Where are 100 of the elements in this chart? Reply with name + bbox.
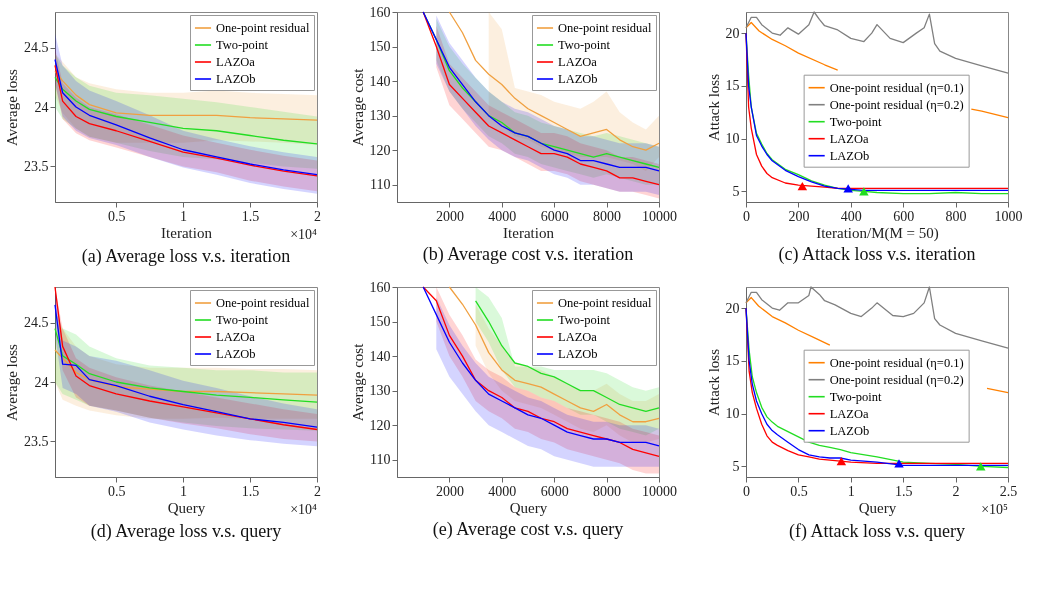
text: (d) Average loss v.s. query bbox=[90, 521, 282, 542]
y-tick-label: 20 bbox=[725, 25, 740, 41]
y-axis-title: Average cost bbox=[349, 67, 366, 147]
y-tick-label: 140 bbox=[369, 348, 391, 364]
line-series bbox=[448, 11, 660, 151]
x-axis-title: Query bbox=[167, 499, 206, 516]
y-axis-title: Attack loss bbox=[705, 73, 722, 142]
legend-label: One-point residual bbox=[216, 296, 310, 310]
y-tick-label: 5 bbox=[732, 183, 740, 199]
legend-label: One-point residual (η=0.1) bbox=[829, 80, 964, 95]
legend-label: Two-point bbox=[558, 38, 611, 52]
legend-label: LAZOa bbox=[829, 131, 869, 146]
y-axis-title: Average loss bbox=[4, 343, 20, 421]
legend-label: Two-point bbox=[558, 313, 611, 327]
x-tick-label: 2.5 bbox=[999, 483, 1018, 499]
y-tick-label: 150 bbox=[369, 314, 391, 330]
x-tick-label: 400 bbox=[840, 208, 862, 224]
line-series bbox=[448, 286, 660, 423]
line-series bbox=[54, 76, 318, 145]
legend-label: LAZOa bbox=[558, 55, 598, 69]
x-tick-label: 2000 bbox=[435, 208, 464, 224]
x-tick-label: 2 bbox=[314, 483, 321, 499]
x-axis-title: Iteration bbox=[161, 224, 213, 241]
x-tick-label: 1 bbox=[180, 208, 188, 224]
legend-label: LAZOb bbox=[558, 72, 598, 86]
y-tick-label: 15 bbox=[725, 78, 740, 94]
x-axis-title: Iteration/M(M = 50) bbox=[816, 224, 939, 242]
x-tick-label: 800 bbox=[945, 208, 967, 224]
x-tick-label: 2 bbox=[952, 483, 960, 499]
x-tick-label: 0.5 bbox=[107, 208, 126, 224]
text: (a) Average loss v.s. iteration bbox=[81, 246, 291, 267]
legend-label: LAZOb bbox=[216, 72, 256, 86]
line-series bbox=[54, 349, 318, 396]
y-tick-label: 120 bbox=[369, 417, 391, 433]
y-tick-label: 160 bbox=[369, 279, 391, 295]
x-tick-label: 1000 bbox=[994, 208, 1023, 224]
y-tick-label: 24 bbox=[34, 374, 49, 390]
line-series bbox=[474, 300, 660, 413]
legend-label: One-point residual (η=0.1) bbox=[829, 355, 964, 370]
y-tick-label: 130 bbox=[369, 108, 391, 124]
text: ×10⁵ bbox=[981, 502, 1009, 517]
legend-label: Two-point bbox=[829, 114, 883, 129]
y-tick-label: 110 bbox=[370, 177, 391, 193]
x-tick-label: 2 bbox=[314, 208, 321, 224]
x-tick-label: 6000 bbox=[540, 208, 569, 224]
x-axis-title: Query bbox=[509, 499, 548, 516]
legend-label: LAZOa bbox=[829, 406, 869, 421]
y-tick-label: 23.5 bbox=[24, 433, 49, 449]
x-tick-label: 2000 bbox=[435, 483, 464, 499]
legend-label: One-point residual bbox=[558, 21, 652, 35]
text: ×10⁴ bbox=[290, 227, 318, 242]
x-tick-label: 0 bbox=[743, 208, 750, 224]
text: (c) Attack loss v.s. iteration bbox=[778, 244, 976, 265]
y-axis-title: Average loss bbox=[4, 68, 20, 146]
text: ×10⁴ bbox=[290, 502, 318, 517]
y-tick-label: 24.5 bbox=[24, 40, 49, 56]
x-tick-label: 1.5 bbox=[241, 483, 260, 499]
y-axis-title: Attack loss bbox=[705, 348, 722, 417]
x-axis-title: Query bbox=[858, 499, 897, 516]
text: (e) Average cost v.s. query bbox=[432, 519, 624, 540]
x-tick-label: 1.5 bbox=[241, 208, 260, 224]
y-tick-label: 10 bbox=[725, 131, 740, 147]
y-tick-label: 24 bbox=[34, 99, 49, 115]
y-tick-label: 10 bbox=[725, 406, 740, 422]
y-tick-label: 15 bbox=[725, 353, 740, 369]
y-tick-label: 130 bbox=[369, 383, 391, 399]
y-tick-label: 160 bbox=[369, 4, 391, 20]
x-tick-label: 10000 bbox=[642, 208, 677, 224]
line-series bbox=[54, 70, 318, 121]
x-tick-label: 1.5 bbox=[894, 483, 913, 499]
y-tick-label: 24.5 bbox=[24, 315, 49, 331]
x-tick-label: 6000 bbox=[540, 483, 569, 499]
line-series bbox=[54, 327, 318, 403]
x-tick-label: 200 bbox=[788, 208, 810, 224]
legend-label: Two-point bbox=[829, 389, 883, 404]
legend-label: One-point residual bbox=[558, 296, 652, 310]
legend-label: One-point residual (η=0.2) bbox=[829, 372, 964, 387]
y-tick-label: 110 bbox=[370, 452, 391, 468]
y-tick-label: 120 bbox=[369, 142, 391, 158]
y-tick-label: 5 bbox=[732, 458, 740, 474]
x-tick-label: 10000 bbox=[642, 483, 677, 499]
legend-label: LAZOa bbox=[216, 330, 256, 344]
legend-label: LAZOa bbox=[558, 330, 598, 344]
legend-label: LAZOb bbox=[829, 148, 870, 163]
y-axis-title: Average cost bbox=[349, 342, 366, 422]
x-tick-label: 8000 bbox=[593, 208, 622, 224]
y-tick-label: 140 bbox=[369, 73, 391, 89]
x-tick-label: 0.5 bbox=[107, 483, 126, 499]
legend-label: LAZOa bbox=[216, 55, 256, 69]
text: (f) Attack loss v.s. query bbox=[789, 521, 965, 542]
legend-label: LAZOb bbox=[558, 347, 598, 361]
x-tick-label: 4000 bbox=[488, 483, 517, 499]
x-axis-title: Iteration bbox=[503, 224, 555, 241]
x-tick-label: 8000 bbox=[593, 483, 622, 499]
text: (b) Average cost v.s. iteration bbox=[422, 244, 634, 265]
x-tick-label: 1 bbox=[180, 483, 188, 499]
y-tick-label: 23.5 bbox=[24, 158, 49, 174]
x-tick-label: 1 bbox=[847, 483, 855, 499]
x-tick-label: 600 bbox=[893, 208, 915, 224]
y-tick-label: 20 bbox=[725, 300, 740, 316]
